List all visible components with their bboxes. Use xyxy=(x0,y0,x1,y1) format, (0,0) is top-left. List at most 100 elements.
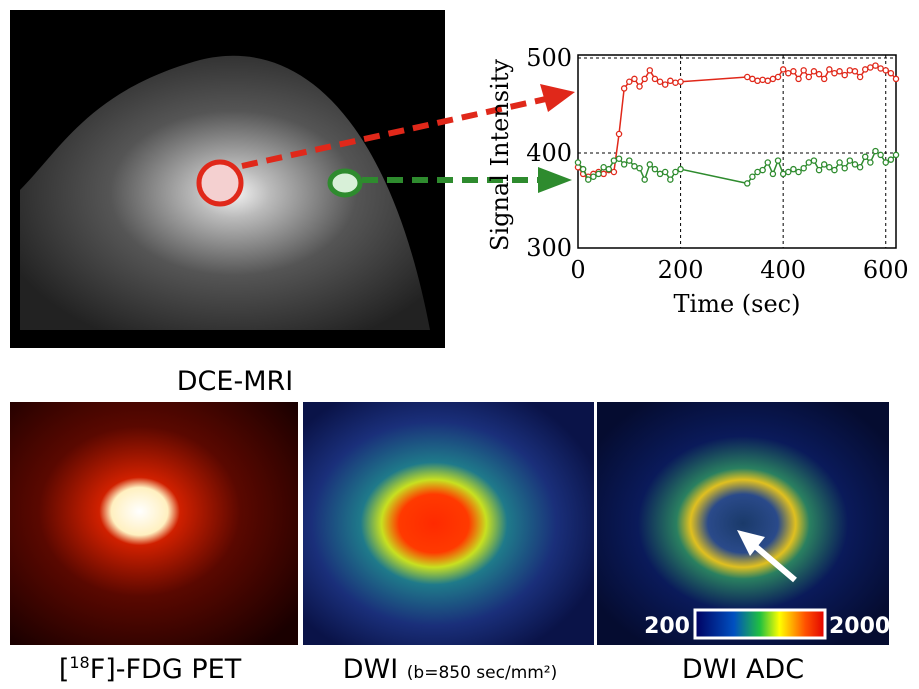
data-point xyxy=(779,66,787,73)
data-point xyxy=(795,168,802,176)
plot-frame xyxy=(577,54,897,249)
data-point xyxy=(631,75,638,83)
data-point xyxy=(851,161,859,168)
data-point xyxy=(820,161,828,168)
data-point xyxy=(646,161,654,168)
data-point xyxy=(667,77,674,85)
data-point xyxy=(759,76,766,84)
data-point xyxy=(856,163,864,171)
data-point xyxy=(800,164,807,172)
data-point xyxy=(877,151,884,159)
red-arrow xyxy=(241,94,556,169)
data-point xyxy=(882,159,889,166)
data-point xyxy=(820,75,828,83)
data-point xyxy=(877,65,884,72)
pet-label-pre: [ xyxy=(59,654,70,685)
data-point xyxy=(764,77,772,85)
data-point xyxy=(836,159,843,166)
data-point xyxy=(872,147,879,155)
data-point xyxy=(872,62,879,69)
data-point xyxy=(641,176,648,183)
x-tick-label: 0 xyxy=(570,256,585,284)
data-point xyxy=(810,157,818,164)
data-point xyxy=(574,159,582,166)
y-tick-label: 300 xyxy=(526,234,572,262)
data-point xyxy=(887,69,895,77)
data-point xyxy=(636,164,643,172)
data-point xyxy=(610,157,618,164)
data-point xyxy=(846,67,854,74)
data-point xyxy=(815,70,823,78)
data-point xyxy=(656,170,664,178)
data-point xyxy=(841,71,848,79)
data-point xyxy=(579,165,587,173)
data-point xyxy=(656,78,664,86)
data-point xyxy=(754,77,761,85)
data-point xyxy=(667,176,674,183)
data-point xyxy=(861,66,869,73)
data-point xyxy=(744,180,751,187)
x-tick-label: 600 xyxy=(863,256,909,284)
data-point xyxy=(672,168,679,176)
data-point xyxy=(779,170,787,178)
data-point xyxy=(749,75,756,83)
data-point xyxy=(759,166,766,174)
data-point xyxy=(672,79,679,86)
data-point xyxy=(610,168,618,176)
data-point xyxy=(651,75,659,83)
colorbar-max: 2000 xyxy=(829,614,890,639)
green-roi xyxy=(327,168,363,198)
red-roi xyxy=(196,159,244,207)
dwi-label: DWI (b=850 sec/mm²) xyxy=(343,654,558,685)
data-point xyxy=(867,159,874,166)
data-point xyxy=(826,66,833,73)
data-point xyxy=(882,67,889,74)
data-point xyxy=(620,85,628,92)
data-point xyxy=(805,73,813,81)
dwi-label-small: (b=850 sec/mm²) xyxy=(407,663,557,683)
data-point xyxy=(846,157,854,164)
data-point xyxy=(790,165,797,173)
data-point xyxy=(631,163,638,170)
colorbar xyxy=(693,608,827,640)
x-axis-label: Time (sec) xyxy=(674,290,801,318)
data-point xyxy=(661,168,669,176)
data-point xyxy=(626,78,633,86)
data-point xyxy=(769,170,777,178)
data-point xyxy=(774,157,782,164)
data-point xyxy=(785,69,792,77)
data-point xyxy=(841,164,848,172)
dce-label: DCE-MRI xyxy=(177,366,293,397)
adc-image xyxy=(597,402,889,645)
x-tick-label: 400 xyxy=(760,256,806,284)
data-point xyxy=(769,75,777,83)
data-point xyxy=(620,161,628,168)
data-point xyxy=(831,166,838,174)
data-point xyxy=(626,157,633,164)
data-point xyxy=(810,68,818,75)
pet-label-sup: 18 xyxy=(69,653,89,672)
dwi-label-main: DWI xyxy=(343,654,398,685)
data-point xyxy=(636,83,643,90)
data-point xyxy=(764,159,772,166)
pet-label: [18F]-FDG PET xyxy=(59,653,242,685)
adc-arrowhead xyxy=(737,530,765,556)
data-point xyxy=(605,165,613,173)
red-arrowhead xyxy=(540,84,575,112)
adc-label: DWI ADC xyxy=(682,654,804,685)
data-point xyxy=(887,156,895,163)
data-point xyxy=(677,165,684,173)
data-point xyxy=(595,170,602,178)
data-point xyxy=(749,173,756,180)
y-axis-label: Signal Intensity xyxy=(486,59,514,251)
data-point xyxy=(677,78,684,86)
y-tick-label: 500 xyxy=(526,44,572,72)
data-point xyxy=(795,75,802,83)
data-point xyxy=(774,73,782,81)
data-point xyxy=(651,165,659,173)
data-point xyxy=(836,68,843,75)
data-point xyxy=(861,153,869,161)
x-tick-label: 200 xyxy=(658,256,704,284)
data-point xyxy=(600,163,607,171)
